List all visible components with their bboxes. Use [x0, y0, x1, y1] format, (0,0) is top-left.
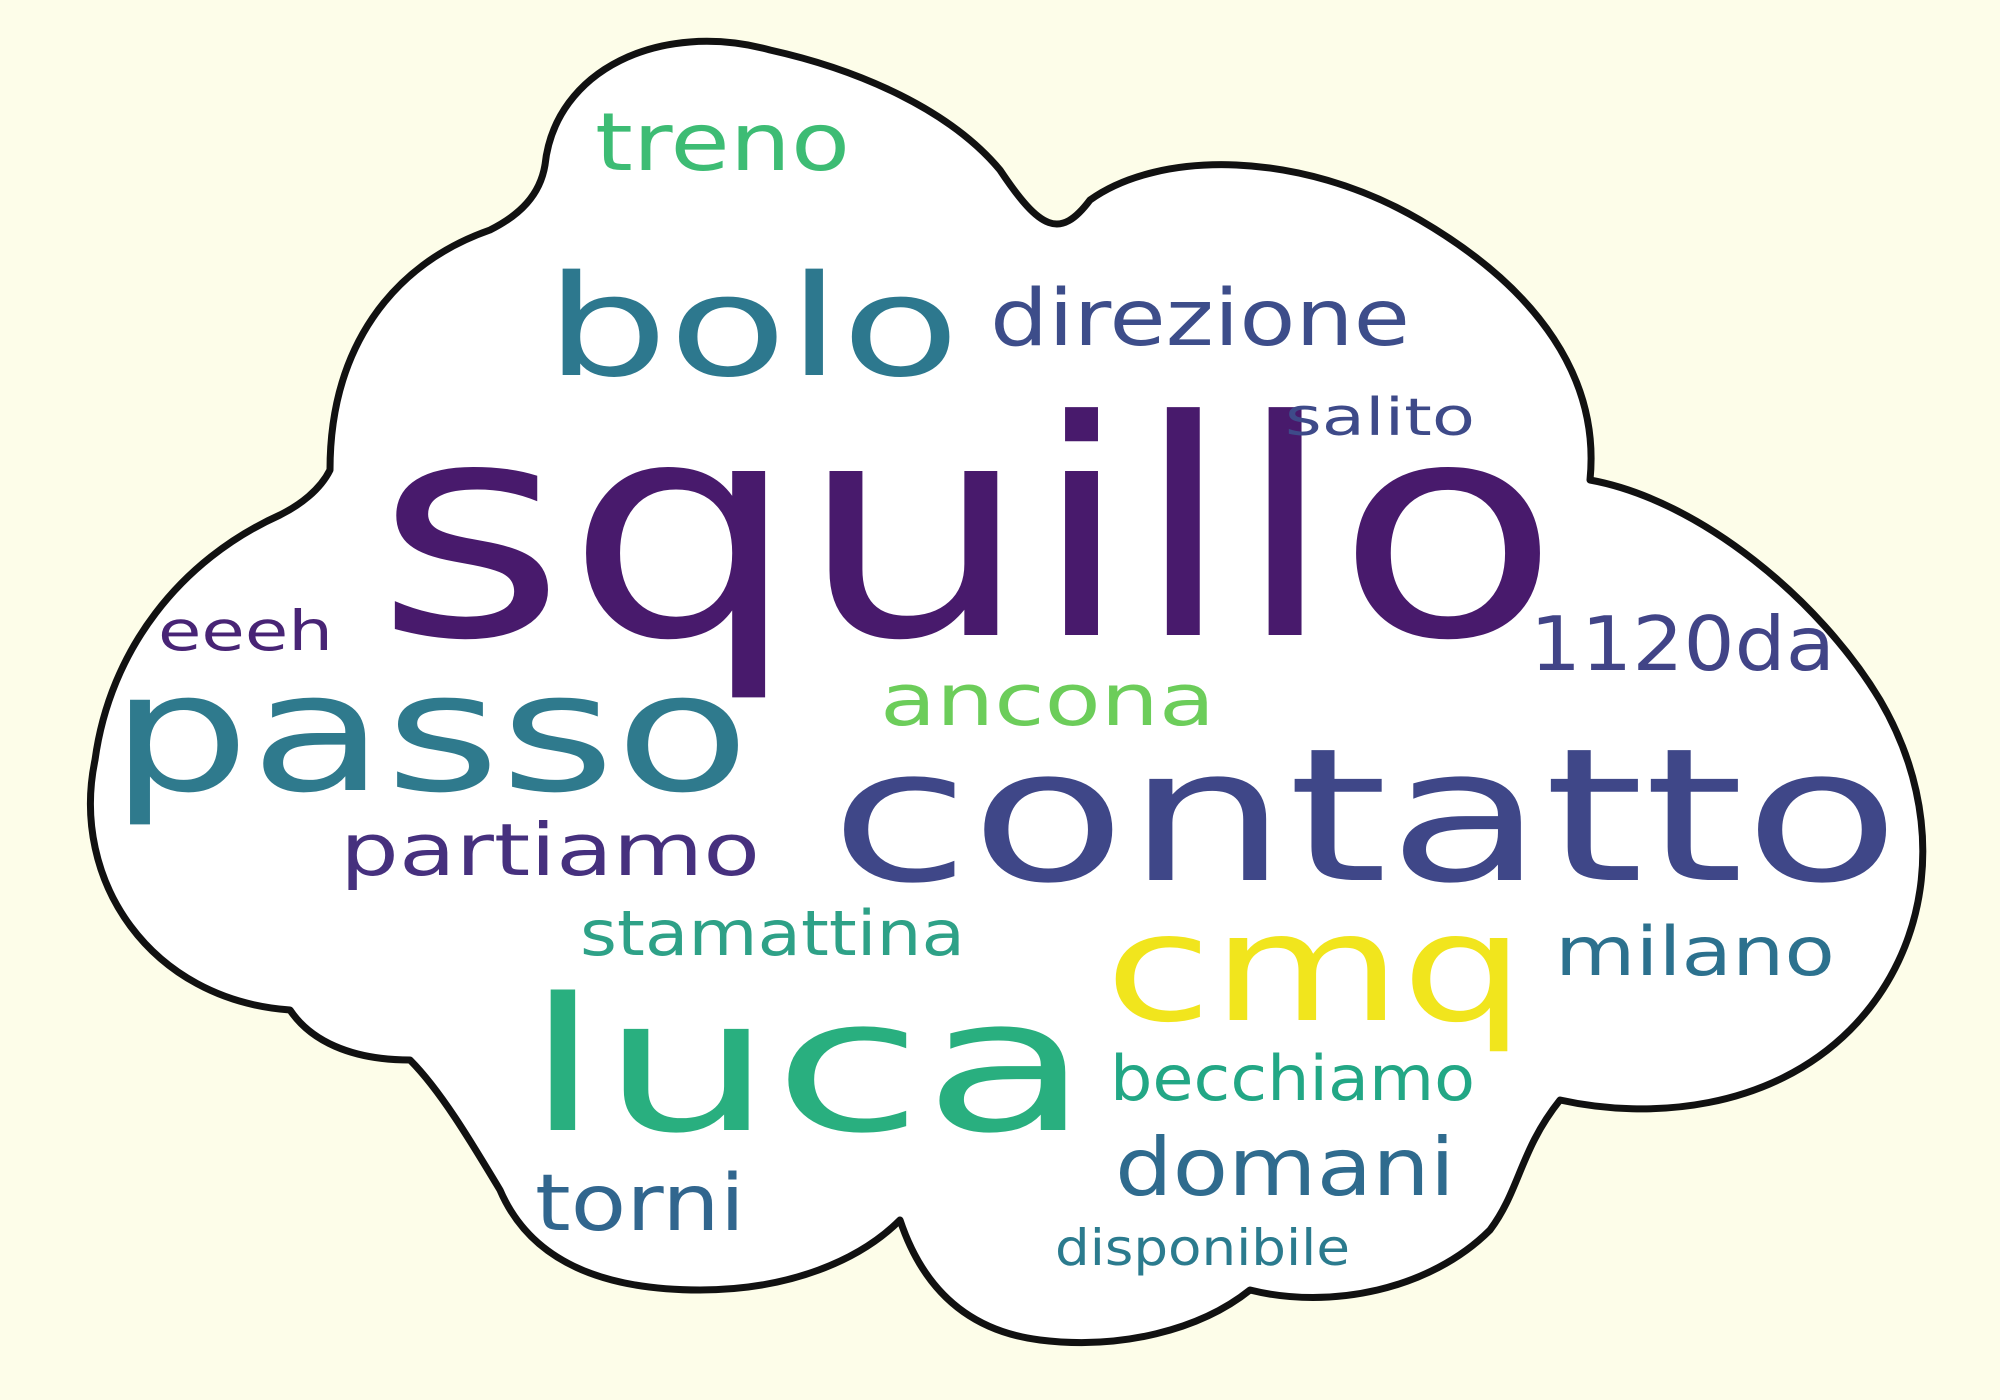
word-partiamo: partiamo [340, 808, 760, 892]
word-salito: salito [1285, 388, 1475, 448]
word-disponibile: disponibile [1055, 1219, 1350, 1277]
word-eeeh: eeeh [158, 599, 333, 663]
word-torni: torni [535, 1159, 745, 1249]
word-becchiamo: becchiamo [1110, 1042, 1475, 1115]
word-ancona: ancona [880, 658, 1215, 742]
word-passo: passo [110, 637, 750, 829]
word-stamattina: stamattina [580, 897, 965, 970]
word-luca: luca [525, 958, 1090, 1174]
word-contatto: contatto [830, 708, 1900, 924]
word-treno: treno [595, 96, 850, 189]
words-layer: squillo contatto passo luca cmq bolo dir… [110, 96, 1900, 1277]
word-milano: milano [1555, 913, 1835, 992]
word-direzione: direzione [990, 274, 1410, 364]
cloud-outline-shape [87, 37, 1927, 1347]
word-squillo: squillo [375, 357, 1560, 706]
word-1120da: 1120da [1530, 600, 1835, 688]
word-bolo: bolo [545, 246, 960, 409]
word-cmq: cmq [1105, 882, 1525, 1056]
word-domani: domani [1115, 1121, 1455, 1214]
